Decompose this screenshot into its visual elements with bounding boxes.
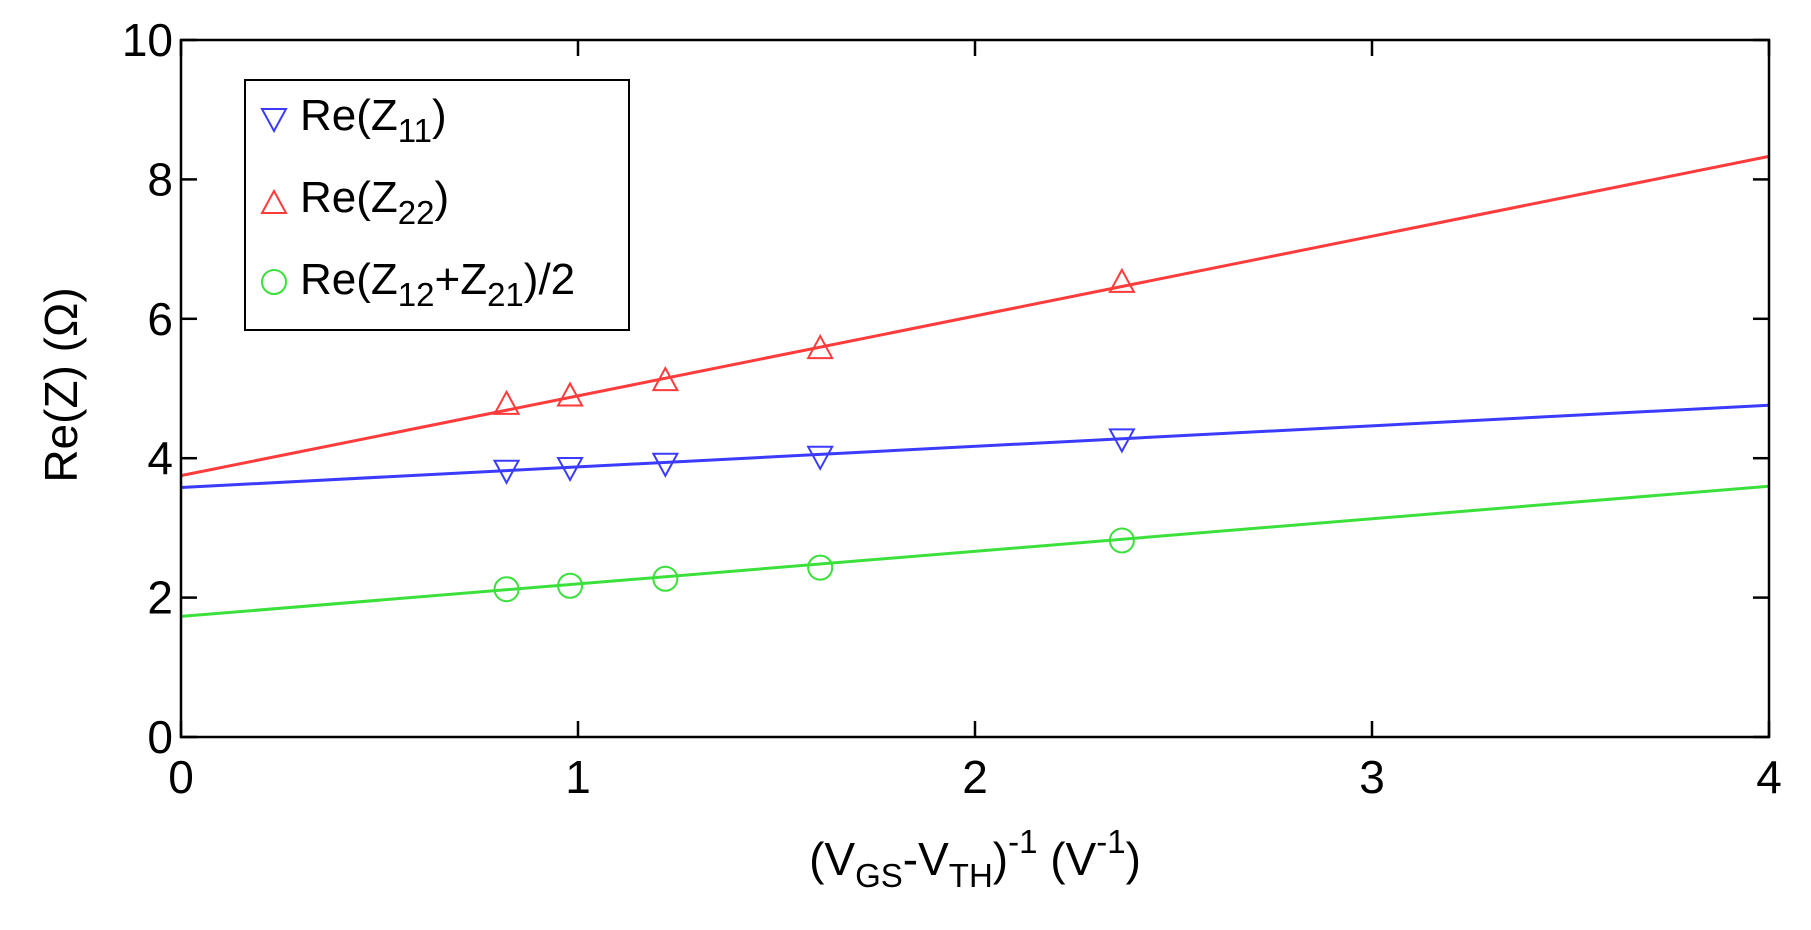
x-ticks: 0 1 2 3 4 <box>168 40 1782 803</box>
data-point-z12z21 <box>493 576 520 603</box>
data-point-z11 <box>651 452 680 478</box>
fit-lines <box>180 154 1770 618</box>
data-point-z22 <box>651 366 680 392</box>
legend-label-z12z21: Re(Z12+Z21)/2 <box>300 255 575 313</box>
y-tick-label: 8 <box>147 153 173 205</box>
y-tick-label: 10 <box>122 14 173 66</box>
legend-entry-z11: Re(Z11) <box>260 91 447 149</box>
x-tick-label: 3 <box>1359 751 1385 803</box>
data-point-z22 <box>806 333 834 360</box>
legend-marker-triangle-down <box>260 108 288 134</box>
legend-marker-circle <box>261 269 287 295</box>
x-tick-label: 4 <box>1756 751 1782 803</box>
data-point-z11 <box>806 445 834 471</box>
legend-box <box>244 79 630 331</box>
data-point-z22 <box>492 389 521 415</box>
y-axis-label: Re(Z) (Ω) <box>35 287 87 482</box>
y-tick-label: 6 <box>147 293 173 345</box>
fit-line-z11 <box>180 403 1770 489</box>
legend-entry-z12z21: Re(Z12+Z21)/2 <box>261 255 575 313</box>
x-axis-label: (VGS-VTH)-1 (V-1) <box>809 823 1141 894</box>
y-tick-label: 4 <box>147 432 173 484</box>
data-markers <box>492 267 1136 603</box>
x-tick-label: 1 <box>565 751 591 803</box>
fit-line-z22 <box>180 154 1770 478</box>
legend: Re(Z11) Re(Z22) Re(Z12+Z21)/2 <box>244 79 630 331</box>
legend-label-z11: Re(Z11) <box>300 91 447 149</box>
legend-entry-z22: Re(Z22) <box>260 173 449 231</box>
data-point-z11 <box>1108 428 1136 454</box>
data-point-z11 <box>556 456 584 483</box>
y-tick-label: 2 <box>147 572 173 624</box>
y-ticks: 0 2 4 6 8 10 <box>122 14 1769 763</box>
fit-line-z12z21 <box>180 484 1770 618</box>
data-point-z12z21 <box>1108 527 1135 554</box>
legend-marker-triangle-up <box>260 188 288 214</box>
x-tick-label: 0 <box>168 751 194 803</box>
y-tick-label: 0 <box>147 711 173 763</box>
data-point-z22 <box>556 381 584 407</box>
data-point-z12z21 <box>557 572 584 599</box>
data-point-z12z21 <box>652 565 679 592</box>
data-point-z11 <box>492 459 521 485</box>
data-point-z12z21 <box>807 554 834 581</box>
legend-label-z22: Re(Z22) <box>300 173 449 231</box>
x-tick-label: 2 <box>962 751 988 803</box>
data-point-z22 <box>1108 267 1136 293</box>
